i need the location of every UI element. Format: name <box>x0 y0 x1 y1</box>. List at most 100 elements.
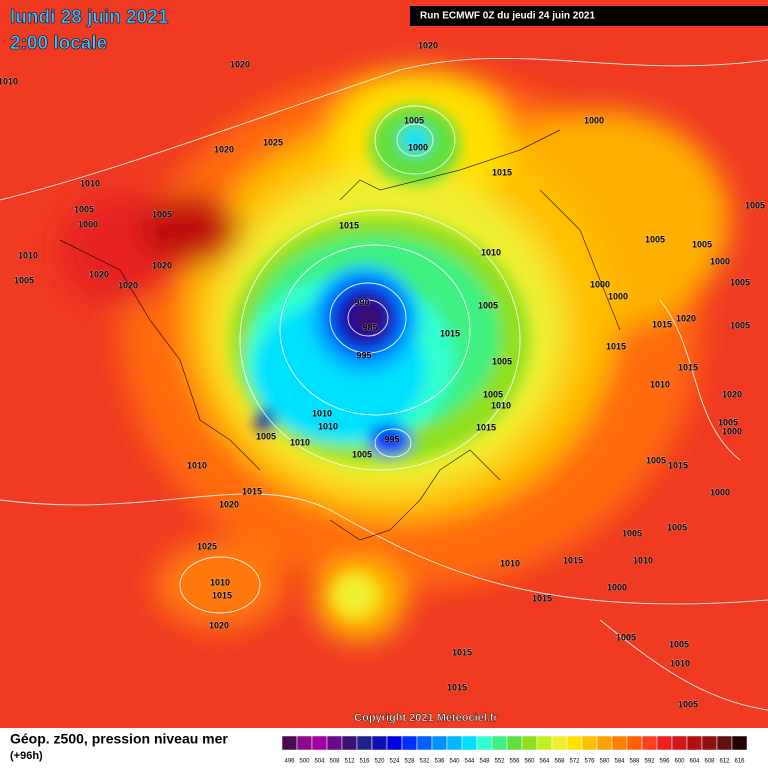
isobar-label: 1000 <box>710 487 730 497</box>
isobar-label: 1005 <box>483 389 503 399</box>
scale-label: 508 <box>329 759 340 765</box>
scale-label: 612 <box>719 759 730 765</box>
isobar-label: 990 <box>354 297 369 307</box>
isobar-label: 1005 <box>352 449 372 459</box>
isobar-label: 1005 <box>646 455 666 465</box>
isobar-label: 1010 <box>670 658 690 668</box>
isobar-label: 1005 <box>492 356 512 366</box>
scale-swatch <box>356 735 373 751</box>
isobar-label: 1010 <box>318 421 338 431</box>
isobar-label: 995 <box>384 434 399 444</box>
isobar-label: 1015 <box>212 590 232 600</box>
forecast-time: 2:00 locale <box>10 33 107 54</box>
isobar-label: 1005 <box>404 115 424 125</box>
isobar-label: 1000 <box>607 582 627 592</box>
isobar-label: 995 <box>356 350 371 360</box>
isobar-label: 1005 <box>645 234 665 244</box>
scale-swatch <box>341 735 358 751</box>
scale-label: 512 <box>344 759 355 765</box>
legend-title: Géop. z500, pression niveau mer <box>10 731 228 747</box>
scale-swatch <box>596 735 613 751</box>
scale-swatch <box>506 735 523 751</box>
isobar-label: 1010 <box>290 437 310 447</box>
scale-label: 580 <box>599 759 610 765</box>
scale-label: 540 <box>449 759 460 765</box>
isobar-label: 1005 <box>730 320 750 330</box>
isobar-label: 1005 <box>718 417 738 427</box>
isobar-label: 1010 <box>491 400 511 410</box>
scale-swatch <box>581 735 598 751</box>
scale-swatch <box>641 735 658 751</box>
isobar-label: 1025 <box>197 541 217 551</box>
isobar-label: 985 <box>362 322 377 332</box>
isobar-labels: 1020101010201005100010001025102010101005… <box>0 40 766 710</box>
scale-swatch <box>416 735 433 751</box>
isobar-label: 1005 <box>745 200 765 210</box>
isobar-label: 1010 <box>633 555 653 565</box>
scale-label: 520 <box>374 759 385 765</box>
isobar-label: 1000 <box>608 291 628 301</box>
isobar-label: 1015 <box>678 362 698 372</box>
isobar-label: 1020 <box>722 389 742 399</box>
isobar-label: 1020 <box>676 313 696 323</box>
scale-label: 584 <box>614 759 625 765</box>
scale-swatch <box>551 735 568 751</box>
isobar-label: 1020 <box>89 269 109 279</box>
isobar-label: 1000 <box>722 426 742 436</box>
isobar-label: 1015 <box>447 682 467 692</box>
isobar-label: 1010 <box>210 577 230 587</box>
isobar-label: 1015 <box>492 167 512 177</box>
legend: Géop. z500, pression niveau mer (+96h) 4… <box>0 728 768 768</box>
scale-label: 572 <box>569 759 580 765</box>
scale-swatch <box>476 735 493 751</box>
isobar-label: 1010 <box>500 558 520 568</box>
isobar-label: 1015 <box>452 647 472 657</box>
scale-swatch <box>701 735 718 751</box>
scale-label: 504 <box>314 759 325 765</box>
forecast-date: lundi 28 juin 2021 <box>10 7 169 28</box>
isobar-label: 1015 <box>242 486 262 496</box>
isobar-label: 1005 <box>692 239 712 249</box>
run-info: Run ECMWF 0Z du jeudi 24 juin 2021 <box>420 11 595 22</box>
scale-swatch <box>386 735 403 751</box>
isobar-label: 1005 <box>667 522 687 532</box>
scale-swatch <box>611 735 628 751</box>
isobar-label: 1015 <box>563 555 583 565</box>
scale-label: 500 <box>299 759 310 765</box>
color-scale: 496 500 504 508 512 516 520 524 528 532 536 540 544 5… <box>281 735 748 765</box>
scale-swatch <box>431 735 448 751</box>
scale-swatch <box>491 735 508 751</box>
scale-label: 564 <box>539 759 550 765</box>
scale-label: 516 <box>359 759 370 765</box>
isobar-label: 1010 <box>187 460 207 470</box>
scale-swatch <box>716 735 733 751</box>
isobar-label: 1015 <box>606 341 626 351</box>
scale-label: 592 <box>644 759 655 765</box>
scale-label: 604 <box>689 759 700 765</box>
isobar-label: 1020 <box>230 59 250 69</box>
isobar-label: 1005 <box>14 275 34 285</box>
isobar-label: 1000 <box>408 142 428 152</box>
isobar-label: 1020 <box>418 40 438 50</box>
isobar-label: 1000 <box>710 256 730 266</box>
isobar-label: 1010 <box>650 379 670 389</box>
isobar-label: 1005 <box>74 204 94 214</box>
scale-swatch <box>731 735 748 751</box>
isobar-label: 1005 <box>622 528 642 538</box>
isobar-label: 1015 <box>440 328 460 338</box>
scale-swatch <box>566 735 583 751</box>
scale-swatch <box>326 735 343 751</box>
isobar-label: 1020 <box>118 280 138 290</box>
scale-label: 588 <box>629 759 640 765</box>
isobar-label: 1005 <box>669 639 689 649</box>
scale-label: 608 <box>704 759 715 765</box>
isobar-label: 1015 <box>339 220 359 230</box>
isobar-label: 1010 <box>80 178 100 188</box>
scale-label: 524 <box>389 759 400 765</box>
isobar-label: 1005 <box>152 209 172 219</box>
scale-swatch <box>656 735 673 751</box>
scale-swatch <box>401 735 418 751</box>
run-box <box>410 6 768 26</box>
isobar-label: 1010 <box>0 76 18 86</box>
